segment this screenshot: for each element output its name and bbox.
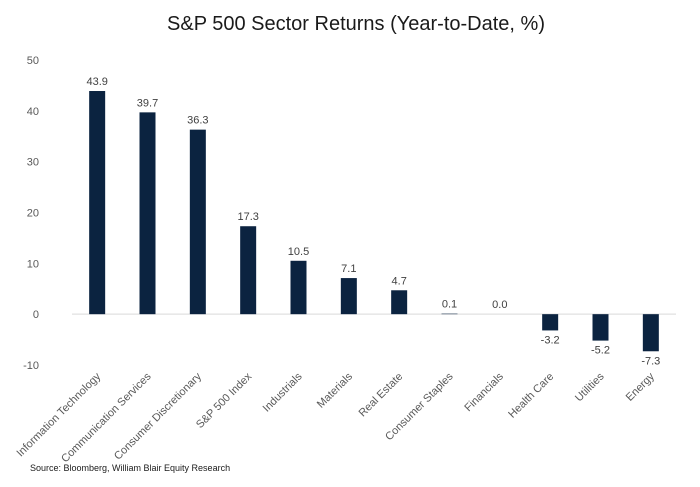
- y-tick-label: 10: [27, 258, 39, 270]
- bars: [89, 91, 659, 352]
- chart-title: S&P 500 Sector Returns (Year-to-Date, %): [167, 13, 545, 35]
- y-tick-label: 40: [27, 106, 39, 118]
- y-tick-label: 0: [33, 309, 39, 321]
- bar-value-label: -5.2: [591, 345, 610, 357]
- bar-value-label: 36.3: [187, 115, 208, 127]
- bar: [592, 314, 609, 341]
- y-tick-label: 50: [27, 55, 39, 67]
- bar: [542, 314, 559, 331]
- bar: [240, 226, 257, 315]
- bar-value-label: 43.9: [86, 76, 107, 88]
- category-label: Energy: [624, 370, 657, 403]
- bar-value-label: -3.2: [541, 334, 560, 346]
- y-axis-ticks: -10 0 10 20 30 40 50: [23, 55, 39, 372]
- category-label: Information Technology: [15, 370, 104, 459]
- category-label: Financials: [462, 370, 506, 414]
- bar: [340, 278, 357, 315]
- category-label: Health Care: [506, 371, 556, 421]
- bar: [139, 112, 156, 315]
- bar-value-label: 39.7: [137, 97, 158, 109]
- bar-value-label: -7.3: [641, 355, 660, 367]
- bar: [391, 290, 408, 315]
- bar: [290, 260, 307, 315]
- category-label: Consumer Discretionary: [112, 370, 204, 462]
- bar: [642, 314, 659, 352]
- value-labels: 43.9 39.7 36.3 17.3 10.5 7.1 4.7 0.1 0.0 -3.2 -5.2…: [86, 76, 660, 367]
- bar-value-label: 4.7: [392, 275, 407, 287]
- category-label: Real Estate: [357, 371, 406, 420]
- bar-value-label: 17.3: [237, 211, 258, 223]
- y-tick-label: 20: [27, 208, 39, 220]
- category-label: Utilities: [573, 370, 607, 404]
- bar-value-label: 0.1: [442, 299, 457, 311]
- category-label: Materials: [315, 370, 355, 410]
- category-label: Communication Services: [59, 370, 154, 465]
- bar-value-label: 7.1: [341, 263, 356, 275]
- bar-value-label: 0.0: [492, 299, 507, 311]
- bar: [441, 313, 458, 315]
- y-tick-label: 30: [27, 157, 39, 169]
- category-label: Industrials: [261, 370, 305, 414]
- bar: [189, 129, 206, 315]
- y-tick-label: -10: [23, 360, 39, 372]
- source-note: Source: Bloomberg, William Blair Equity …: [30, 463, 230, 473]
- bar: [89, 91, 106, 315]
- bar-value-label: 10.5: [288, 246, 309, 258]
